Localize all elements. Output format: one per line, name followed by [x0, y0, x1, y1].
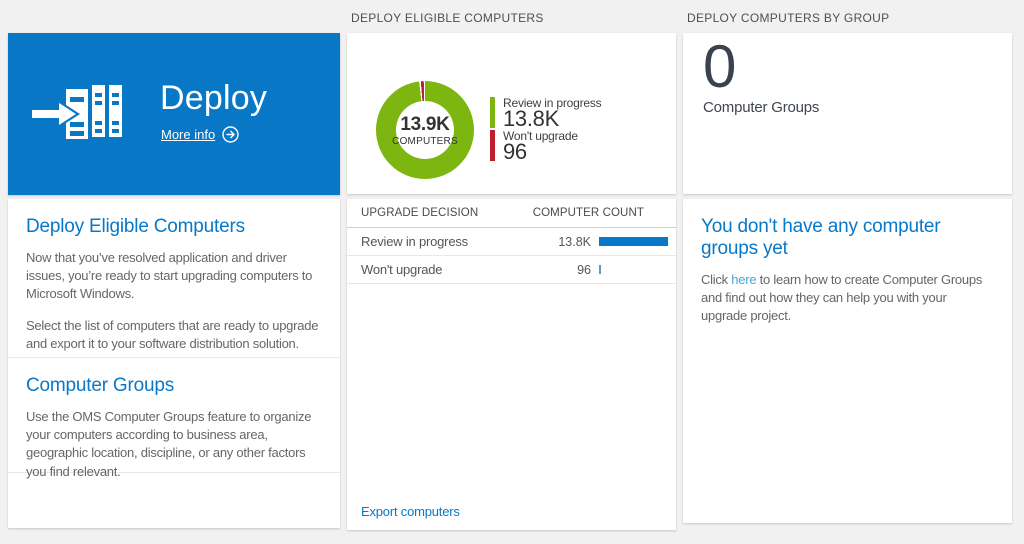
row-count: 96: [577, 262, 591, 277]
row-bar-track: [599, 237, 672, 246]
donut-chart[interactable]: 13.9K COMPUTERS: [376, 81, 474, 179]
donut-center: 13.9K COMPUTERS: [392, 101, 458, 159]
export-computers-link[interactable]: Export computers: [361, 504, 460, 519]
legend-swatch-green: [490, 97, 495, 128]
table-header-computer-count: COMPUTER COUNT: [532, 207, 644, 219]
section-heading-computer-groups: Computer Groups: [26, 375, 175, 396]
computer-groups-count: 0: [703, 33, 737, 100]
here-link[interactable]: here: [731, 272, 757, 287]
more-info-link[interactable]: More info: [161, 126, 239, 143]
middle-column-header: DEPLOY ELIGIBLE COMPUTERS: [351, 11, 544, 25]
paragraph: Now that you’ve resolved application and…: [26, 250, 313, 302]
row-decision: Review in progress: [361, 234, 468, 249]
paragraph: Use the OMS Computer Groups feature to o…: [26, 409, 312, 479]
legend-label: Won't upgrade: [503, 129, 578, 143]
right-column-header: DEPLOY COMPUTERS BY GROUP: [687, 11, 890, 25]
upgrade-decision-table-card: UPGRADE DECISION COMPUTER COUNT Review i…: [347, 199, 676, 530]
row-count: 13.8K: [558, 234, 591, 249]
body-text-post: to learn how to create Computer Groups a…: [701, 272, 983, 324]
legend-label: Review in progress: [503, 96, 602, 110]
section-deploy-eligible: Deploy Eligible Computers Now that you’v…: [8, 199, 340, 357]
table-header-upgrade-decision: UPGRADE DECISION: [361, 207, 479, 219]
tile-title: Deploy: [160, 79, 268, 117]
chart-legend: Review in progress 13.8K Won't upgrade 9…: [490, 96, 602, 164]
legend-item-review-in-progress: Review in progress 13.8K: [490, 96, 602, 131]
empty-state-heading: You don't have any computer groups yet: [701, 216, 941, 259]
count-bar: [599, 237, 668, 246]
donut-total-value: 13.9K: [400, 113, 450, 135]
row-decision: Won't upgrade: [361, 262, 443, 277]
computer-groups-empty-card: You don't have any computer groups yet C…: [683, 199, 1012, 523]
section-empty: [8, 472, 340, 527]
computer-groups-count-label: Computer Groups: [703, 99, 820, 116]
row-bar-track: [599, 265, 672, 274]
table-row[interactable]: Won't upgrade 96: [347, 256, 676, 284]
donut-total-label: COMPUTERS: [392, 135, 458, 147]
paragraph: Select the list of computers that are re…: [26, 317, 319, 351]
table-row[interactable]: Review in progress 13.8K: [347, 228, 676, 256]
section-computer-groups: Computer Groups Use the OMS Computer Gro…: [8, 357, 340, 479]
computer-groups-stat-card: 0 Computer Groups: [683, 33, 1012, 194]
table-header-row: UPGRADE DECISION COMPUTER COUNT: [347, 199, 676, 228]
legend-swatch-red: [490, 130, 495, 161]
eligible-computers-chart-card: 13.9K COMPUTERS Review in progress 13.8K…: [347, 33, 676, 194]
empty-state-body: Click here to learn how to create Comput…: [701, 271, 994, 326]
left-info-card: Deploy Eligible Computers Now that you’v…: [8, 199, 340, 528]
body-text-pre: Click: [701, 272, 732, 287]
deploy-tile[interactable]: Deploy More info: [8, 33, 340, 195]
legend-item-wont-upgrade: Won't upgrade 96: [490, 129, 601, 164]
arrow-circle-icon[interactable]: [222, 126, 239, 143]
count-bar: [599, 265, 601, 274]
section-heading-deploy-eligible: Deploy Eligible Computers: [26, 216, 245, 237]
deploy-arrow-books-icon: [32, 85, 122, 139]
legend-value: 96: [503, 139, 527, 164]
legend-value: 13.8K: [503, 106, 559, 131]
more-info-label[interactable]: More info: [161, 127, 216, 142]
